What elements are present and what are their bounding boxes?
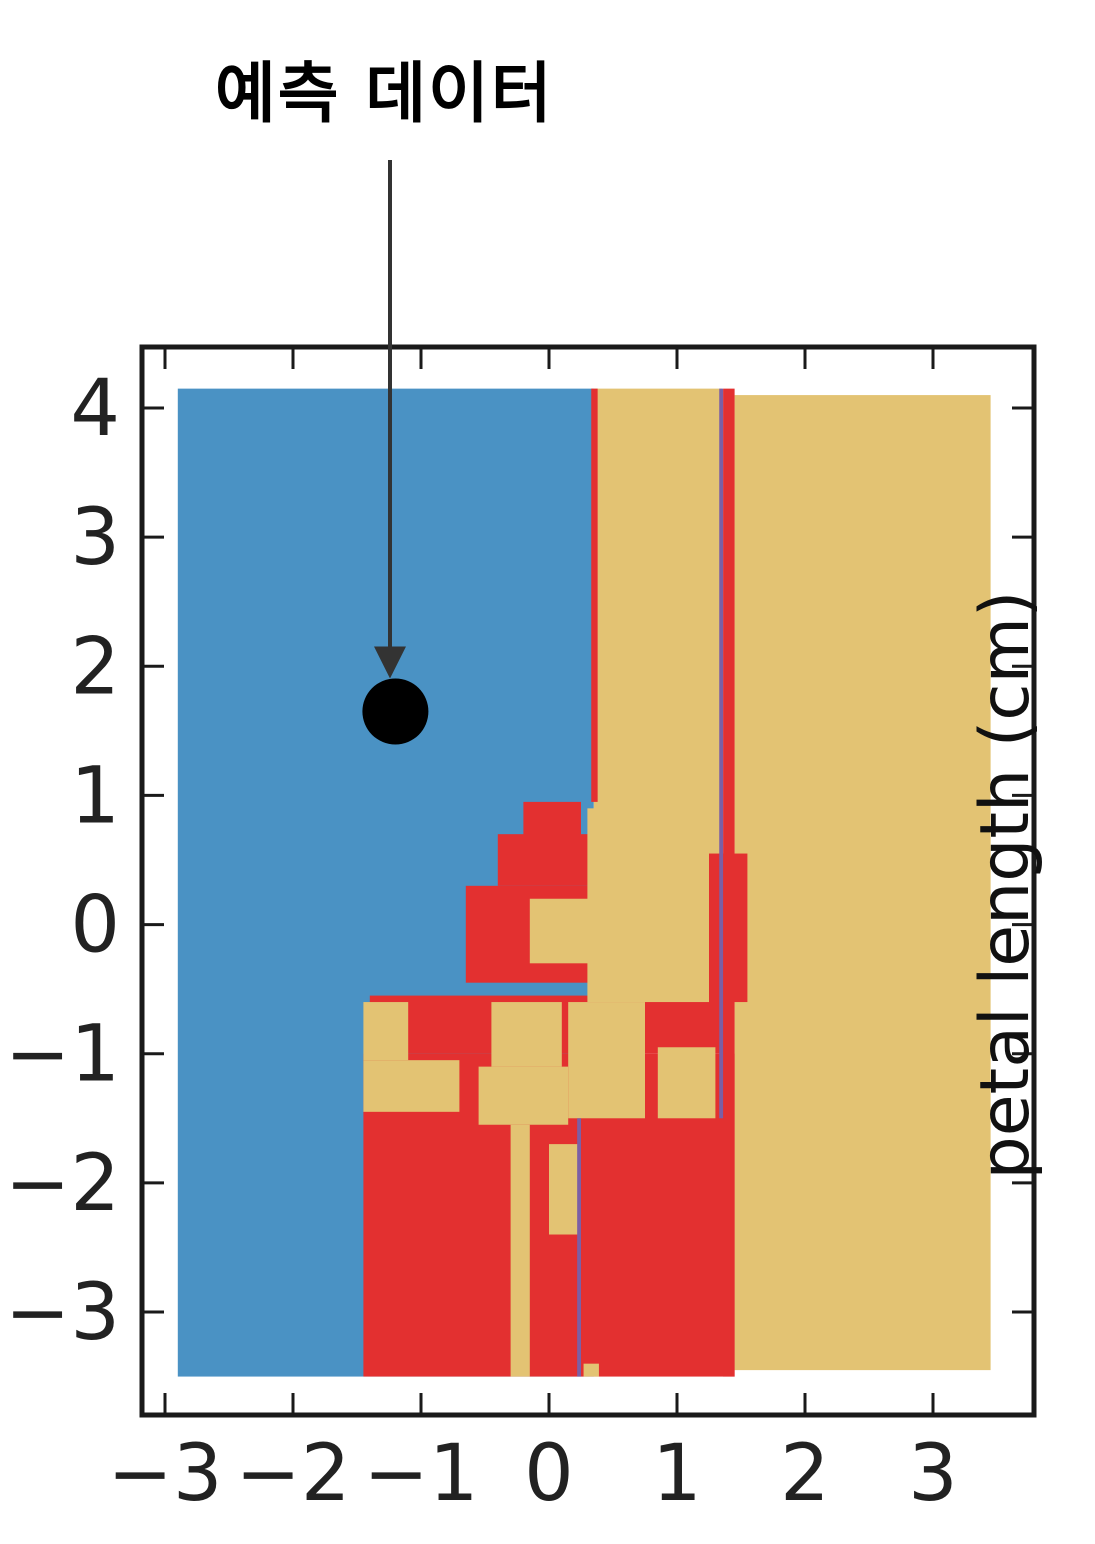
prediction-point-group [362,678,429,745]
region-class-c [510,1124,530,1377]
region-divider [719,388,724,1119]
region-class-c [549,1144,581,1235]
axis-ticks [142,347,1034,1415]
plot-frame [139,344,1037,1418]
region-class-c [363,1060,460,1112]
x-tick-label: 0 [524,1429,574,1519]
y-tick-label: −3 [5,1268,120,1358]
x-tick-label: −2 [236,1429,351,1519]
x-tick-label: −3 [108,1429,223,1519]
region-class-c [363,1002,409,1061]
plot-frame-border [139,344,1037,1418]
region-divider [577,1118,581,1377]
region-class-b [709,853,748,1003]
x-tick-label: 1 [652,1429,702,1519]
region-class-b [591,388,598,802]
y-tick-label: −2 [5,1139,120,1229]
region-class-c [583,1363,599,1377]
region-class-c [491,1002,562,1067]
y-tick-label: 2 [70,622,120,712]
x-tick-label: −1 [364,1429,479,1519]
region-class-b [497,834,601,886]
region-class-c [657,1047,716,1119]
region-class-c [734,395,991,1371]
prediction-point [362,678,429,745]
y-tick-label: 4 [70,364,120,454]
x-tick-label: 2 [780,1429,830,1519]
y-tick-label: 0 [70,881,120,971]
annotation-label: 예측 데이터 [215,55,554,132]
y-axis-title: petal length (cm) [966,591,1045,1180]
y-tick-label: 3 [70,493,120,583]
region-class-c [587,808,709,1003]
decision-regions [177,388,991,1377]
y-tick-label: −1 [5,1010,120,1100]
region-class-c [478,1066,569,1125]
x-tick-label: 3 [908,1429,958,1519]
region-class-c [568,1002,645,1119]
y-tick-label: 1 [70,751,120,841]
